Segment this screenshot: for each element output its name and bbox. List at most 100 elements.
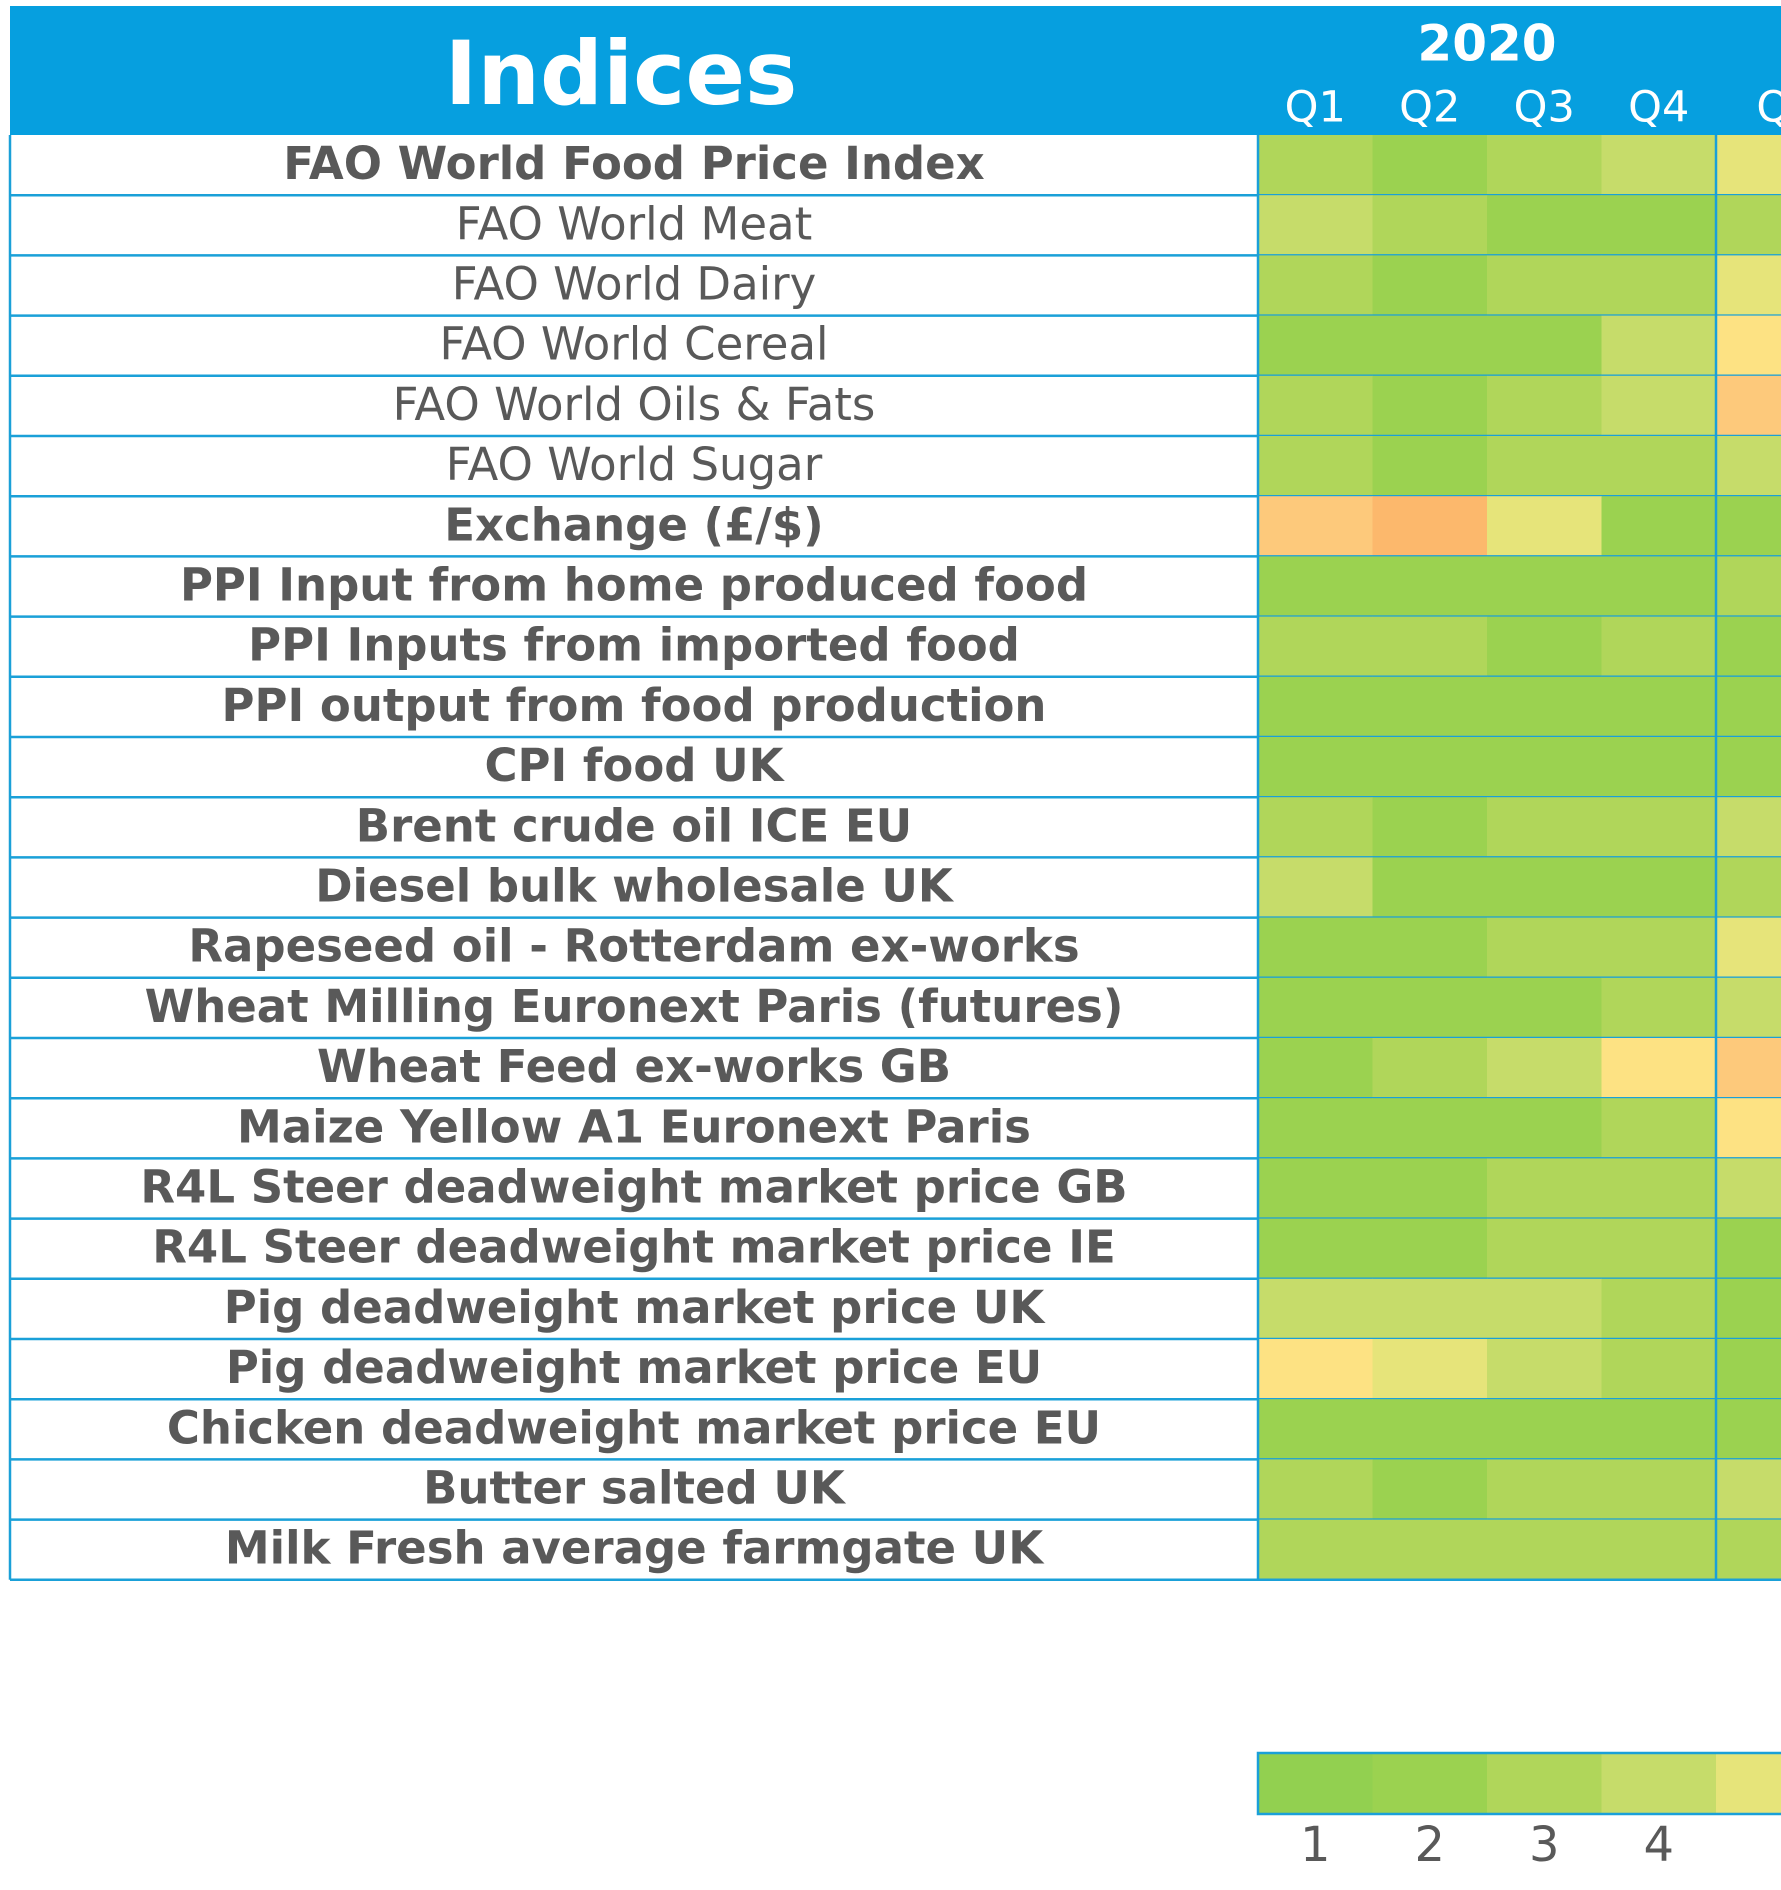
heat-cell bbox=[1716, 1158, 1781, 1220]
heat-cell bbox=[1487, 917, 1602, 979]
heat-cell bbox=[1258, 496, 1373, 557]
heat-cell bbox=[1487, 1098, 1602, 1159]
heat-cell bbox=[1258, 1339, 1373, 1400]
heat-cell bbox=[1716, 1218, 1781, 1280]
row-label: Maize Yellow A1 Euronext Paris bbox=[237, 1100, 1031, 1153]
heat-cell bbox=[1487, 375, 1602, 437]
legend-label: 4 bbox=[1643, 1817, 1674, 1873]
heat-cell bbox=[1258, 1459, 1373, 1521]
heat-cell bbox=[1372, 135, 1488, 196]
row-label: Pig deadweight market price UK bbox=[224, 1281, 1047, 1334]
heat-cell bbox=[1258, 857, 1373, 919]
heat-cell bbox=[1487, 676, 1602, 738]
heat-cell bbox=[1487, 195, 1602, 256]
legend-swatch bbox=[1716, 1753, 1781, 1814]
heat-cell bbox=[1372, 1218, 1488, 1280]
column-label: Q bbox=[1756, 83, 1781, 133]
heat-cell bbox=[1487, 1158, 1602, 1220]
heat-cell bbox=[1601, 1098, 1717, 1159]
heat-cell bbox=[1716, 315, 1781, 377]
heat-cell bbox=[1372, 375, 1488, 437]
heat-cell bbox=[1487, 797, 1602, 858]
legend-label: 1 bbox=[1300, 1817, 1331, 1873]
heat-cell bbox=[1258, 797, 1373, 858]
heat-cell bbox=[1258, 255, 1373, 317]
heat-cell bbox=[1716, 1519, 1781, 1581]
row-label: PPI Input from home produced food bbox=[180, 559, 1088, 612]
row-label: Wheat Feed ex-works GB bbox=[317, 1040, 951, 1093]
heat-cell bbox=[1372, 315, 1488, 377]
heat-cell bbox=[1487, 135, 1602, 196]
heat-cell bbox=[1258, 917, 1373, 979]
heat-cell bbox=[1716, 195, 1781, 256]
legend-swatch bbox=[1601, 1753, 1717, 1814]
heat-cell bbox=[1372, 1399, 1488, 1460]
legend-label: 3 bbox=[1529, 1817, 1560, 1873]
heat-cell bbox=[1258, 616, 1373, 678]
heat-cell bbox=[1372, 1278, 1488, 1340]
heat-cell bbox=[1716, 556, 1781, 618]
heat-cell bbox=[1487, 1339, 1602, 1400]
heat-cell bbox=[1716, 1278, 1781, 1340]
heat-cell bbox=[1601, 135, 1717, 196]
legend-swatch bbox=[1487, 1753, 1602, 1814]
heat-cell bbox=[1372, 556, 1488, 618]
heat-cell bbox=[1487, 556, 1602, 618]
heat-cell bbox=[1258, 1278, 1373, 1340]
heat-cell bbox=[1372, 1339, 1488, 1400]
column-label: Q3 bbox=[1514, 83, 1575, 133]
heat-cell bbox=[1258, 556, 1373, 618]
heat-cell bbox=[1372, 436, 1488, 497]
heat-cell bbox=[1258, 1399, 1373, 1460]
heat-cell bbox=[1487, 1399, 1602, 1460]
year-label: 2020 bbox=[1417, 15, 1556, 73]
row-label: FAO World Meat bbox=[456, 197, 812, 250]
heat-cell bbox=[1487, 1278, 1602, 1340]
legend-label: 2 bbox=[1414, 1817, 1445, 1873]
row-label: Brent crude oil ICE EU bbox=[356, 799, 912, 852]
heat-cell bbox=[1716, 255, 1781, 317]
heat-cell bbox=[1487, 496, 1602, 557]
heat-cell bbox=[1716, 1399, 1781, 1460]
row-label: FAO World Dairy bbox=[452, 258, 817, 311]
heat-cell bbox=[1716, 1038, 1781, 1099]
heat-cell bbox=[1372, 797, 1488, 858]
heat-cell bbox=[1258, 1098, 1373, 1159]
heat-cell bbox=[1487, 1459, 1602, 1521]
row-label: Butter salted UK bbox=[423, 1462, 847, 1515]
row-label: FAO World Oils & Fats bbox=[393, 378, 876, 431]
heat-cell bbox=[1716, 1339, 1781, 1400]
heat-cell bbox=[1258, 676, 1373, 738]
heat-cell bbox=[1258, 375, 1373, 437]
row-label: Exchange (£/$) bbox=[444, 498, 823, 551]
heat-cell bbox=[1487, 1038, 1602, 1099]
legend-swatch bbox=[1258, 1753, 1373, 1814]
heat-cell bbox=[1372, 857, 1488, 919]
heat-cell bbox=[1372, 917, 1488, 979]
row-label: Chicken deadweight market price EU bbox=[167, 1401, 1101, 1454]
heat-cell bbox=[1487, 857, 1602, 919]
heat-cell bbox=[1601, 917, 1717, 979]
heat-cell bbox=[1601, 315, 1717, 377]
heat-cell bbox=[1716, 737, 1781, 798]
heat-cell bbox=[1258, 977, 1373, 1039]
row-label: R4L Steer deadweight market price GB bbox=[140, 1161, 1127, 1214]
heat-cell bbox=[1372, 737, 1488, 798]
row-label: FAO World Food Price Index bbox=[283, 137, 984, 190]
heat-cell bbox=[1487, 737, 1602, 798]
heat-cell bbox=[1601, 616, 1717, 678]
heat-cell bbox=[1601, 556, 1717, 618]
heat-cell bbox=[1601, 1278, 1717, 1340]
heat-cell bbox=[1372, 195, 1488, 256]
heat-cell bbox=[1258, 737, 1373, 798]
heat-cell bbox=[1487, 315, 1602, 377]
heat-cell bbox=[1601, 255, 1717, 317]
heat-cell bbox=[1258, 315, 1373, 377]
heat-cell bbox=[1372, 1098, 1488, 1159]
column-label: Q1 bbox=[1285, 83, 1346, 133]
heat-cell bbox=[1372, 676, 1488, 738]
table-title: Indices bbox=[445, 22, 798, 125]
heat-cell bbox=[1601, 1459, 1717, 1521]
heat-cell bbox=[1372, 616, 1488, 678]
heat-cell bbox=[1716, 436, 1781, 497]
